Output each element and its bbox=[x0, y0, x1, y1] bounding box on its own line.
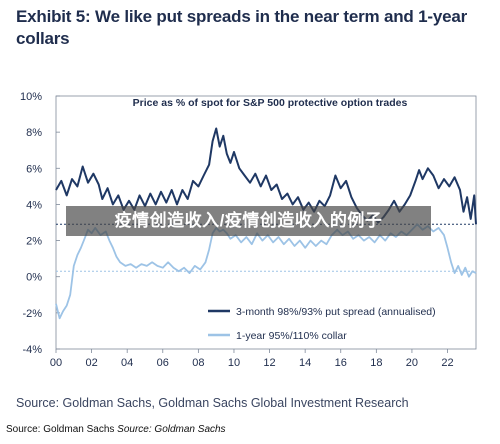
y-tick-label-6: -2% bbox=[22, 308, 42, 320]
y-tick-label-5: 0% bbox=[26, 272, 42, 284]
x-tick-label-11: 22 bbox=[441, 357, 453, 369]
source-caption-italic: Source: Goldman Sachs bbox=[117, 424, 226, 435]
overlay-banner: 疫情创造收入/疫情创造收入的例子 bbox=[66, 206, 431, 236]
x-tick-label-0: 00 bbox=[50, 357, 62, 369]
y-tick-label-1: 8% bbox=[26, 127, 42, 139]
x-tick-label-6: 12 bbox=[263, 357, 275, 369]
legend-label-collar: 1-year 95%/110% collar bbox=[236, 330, 347, 342]
x-tick-label-7: 14 bbox=[299, 357, 311, 369]
x-axis: 00 02 04 06 08 10 12 14 16 18 20 22 bbox=[50, 349, 454, 369]
y-axis: 10% 8% 6% 4% 2% 0% -2% -4% bbox=[20, 91, 60, 356]
y-tick-label-7: -4% bbox=[22, 344, 42, 356]
source-caption: Source: Goldman Sachs Source: Goldman Sa… bbox=[6, 424, 486, 435]
x-tick-label-8: 16 bbox=[335, 357, 347, 369]
x-tick-label-9: 18 bbox=[370, 357, 382, 369]
x-tick-label-2: 04 bbox=[121, 357, 133, 369]
exhibit-title: Exhibit 5: We like put spreads in the ne… bbox=[16, 7, 468, 48]
x-tick-label-5: 10 bbox=[228, 357, 240, 369]
x-tick-label-4: 08 bbox=[192, 357, 204, 369]
x-tick-label-10: 20 bbox=[406, 357, 418, 369]
source-caption-text: Source: Goldman Sachs bbox=[6, 424, 115, 435]
y-tick-label-2: 6% bbox=[26, 163, 42, 175]
y-tick-label-4: 2% bbox=[26, 236, 42, 248]
source-note: Source: Goldman Sachs, Goldman Sachs Glo… bbox=[16, 396, 409, 410]
series-line-put-spread bbox=[55, 127, 477, 225]
x-tick-label-1: 02 bbox=[85, 357, 97, 369]
legend: 3-month 98%/93% put spread (annualised) … bbox=[208, 306, 436, 342]
legend-label-put-spread: 3-month 98%/93% put spread (annualised) bbox=[236, 306, 436, 318]
chart-title: Price as % of spot for S&P 500 protectiv… bbox=[133, 97, 408, 109]
y-tick-label-3: 4% bbox=[26, 199, 42, 211]
line-chart: Price as % of spot for S&P 500 protectiv… bbox=[20, 91, 477, 369]
x-tick-label-3: 06 bbox=[157, 357, 169, 369]
y-tick-label-0: 10% bbox=[20, 91, 42, 103]
